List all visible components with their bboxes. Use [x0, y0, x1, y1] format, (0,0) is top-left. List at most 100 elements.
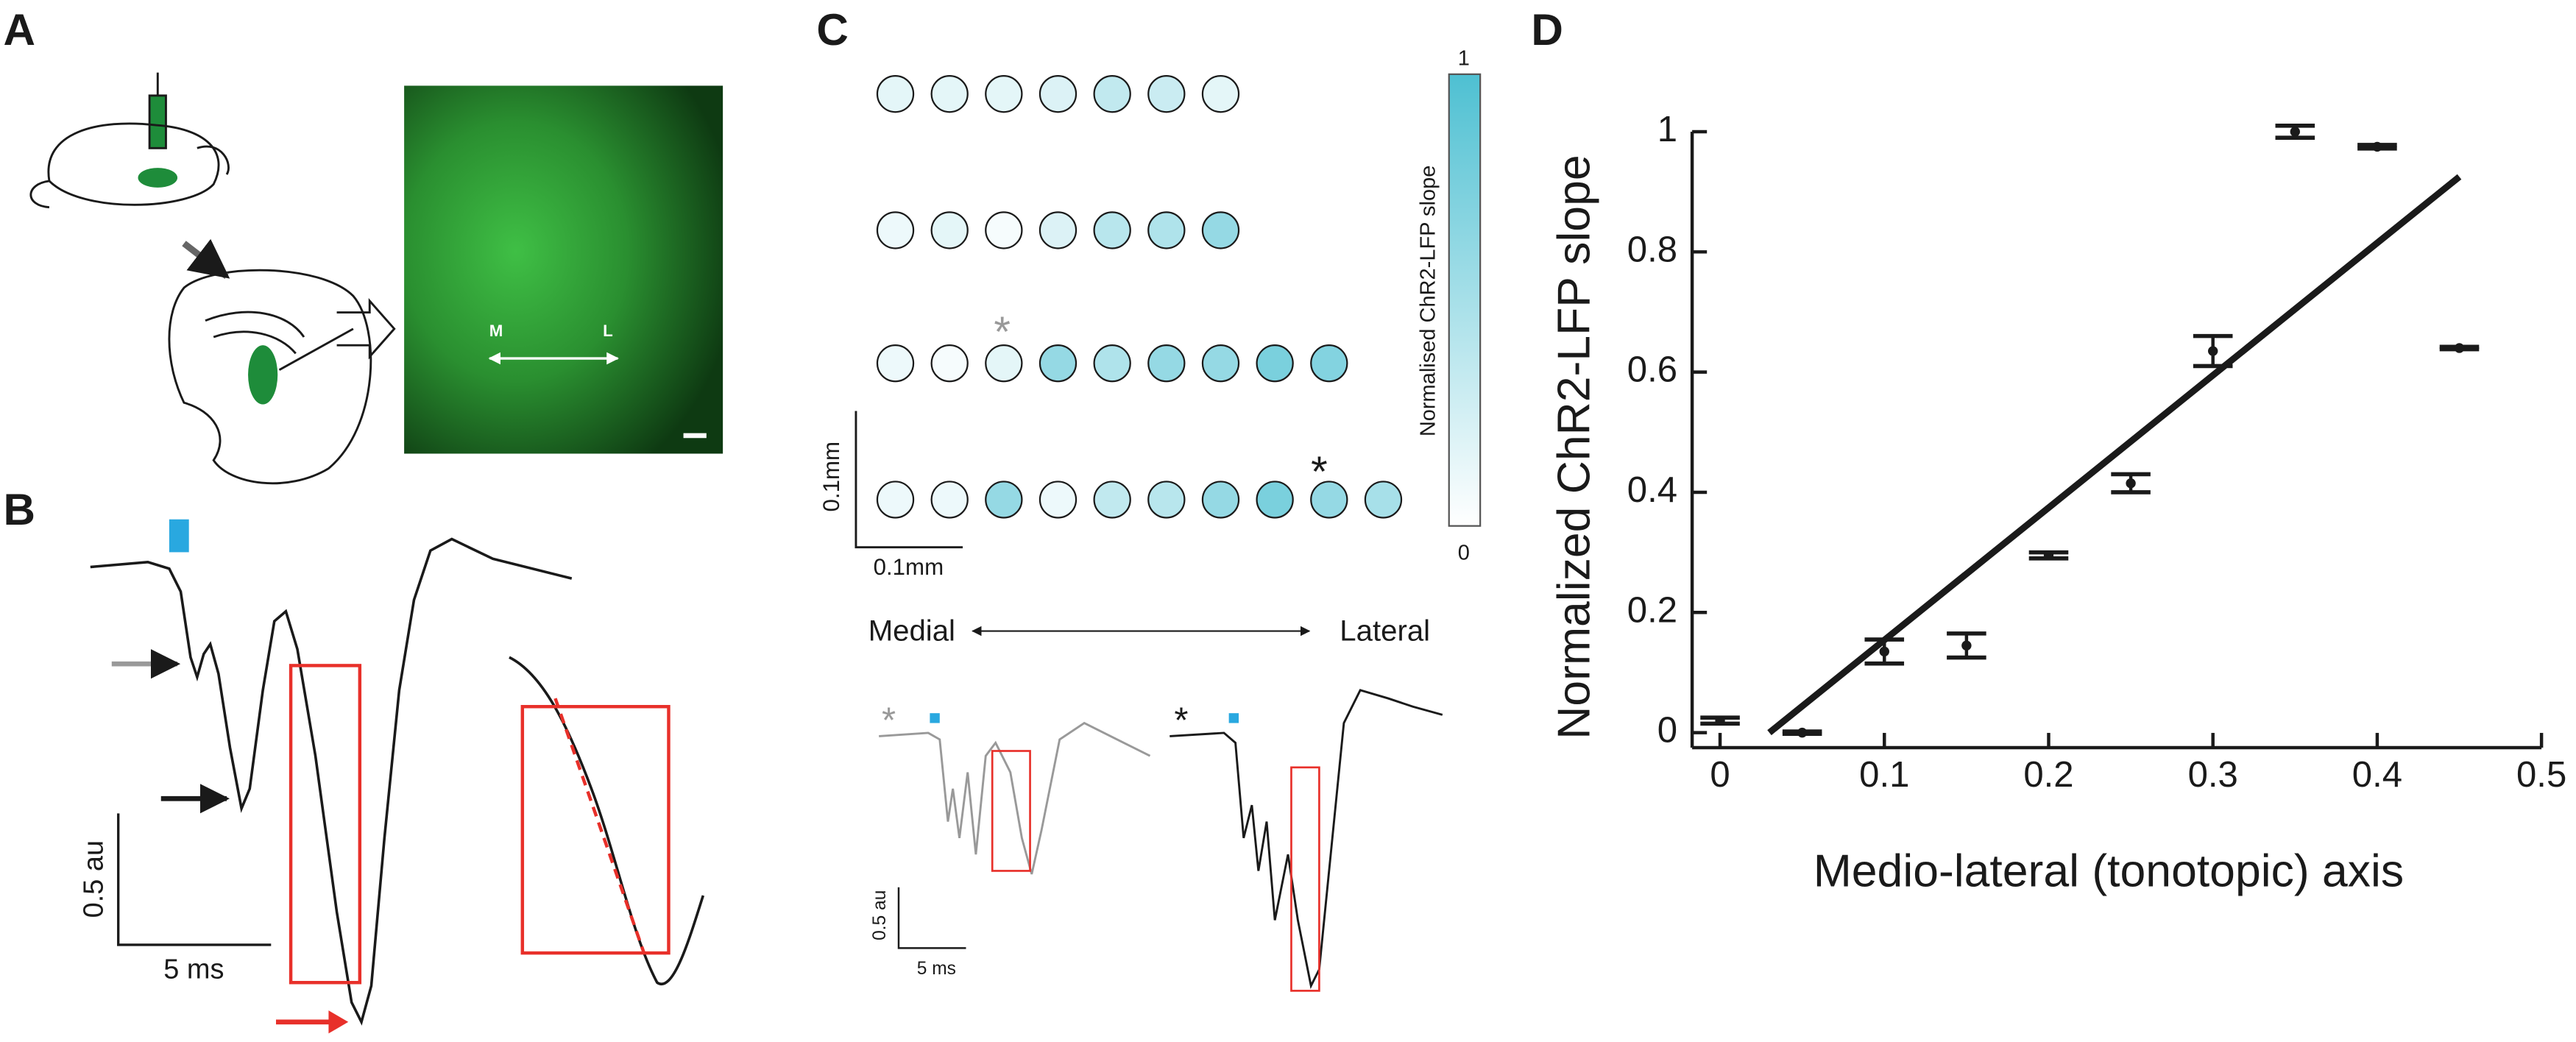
electrode	[876, 74, 915, 113]
trace	[879, 721, 1151, 875]
electrode	[1256, 481, 1294, 519]
marker: *	[882, 701, 896, 741]
electrode	[930, 344, 969, 383]
electrode	[1093, 74, 1131, 113]
x-axis-label: Medio-lateral (tonotopic) axis	[1814, 845, 2404, 896]
x-tick-label: 0.3	[2188, 755, 2238, 795]
scale-label: 5 ms	[163, 954, 224, 985]
x-tick-label: 0	[1710, 755, 1730, 795]
colorbar-tick: 0	[1458, 541, 1470, 564]
electrode-grid	[876, 74, 1403, 519]
marker: *	[1174, 701, 1188, 741]
scale-label: 0.5 au	[78, 840, 109, 918]
electrode	[1038, 211, 1078, 249]
electrode	[1147, 481, 1186, 519]
direction-label: Lateral	[1340, 614, 1430, 647]
scale-bar	[854, 411, 963, 549]
fluorescence-image	[404, 85, 723, 454]
electrode	[1310, 344, 1348, 383]
scale-label: 0.5 au	[870, 890, 890, 940]
direction-label: Medial	[868, 614, 955, 647]
x-tick-label: 0.2	[2023, 755, 2073, 795]
y-tick-label: 0	[1657, 711, 1677, 751]
fit-line	[1767, 174, 2462, 736]
marker: *	[994, 308, 1011, 356]
electrode	[1093, 211, 1131, 249]
electrode	[1201, 74, 1240, 113]
colorbar	[1448, 73, 1482, 527]
electrode	[985, 211, 1023, 249]
y-tick-label: 0.6	[1627, 350, 1677, 390]
electrode	[1038, 344, 1078, 383]
y-tick-label: 0.4	[1627, 470, 1677, 510]
electrode	[1310, 481, 1348, 519]
colorbar-tick: 1	[1458, 46, 1470, 70]
electrode	[1147, 74, 1186, 113]
scatter-plot: 0 0.2 0.4 0.6 0.8 1 0 0.1 0.2 0.3 0.4 0.5 Medio-late…	[1548, 110, 2566, 896]
electrode	[1201, 481, 1240, 519]
electrode	[876, 481, 915, 519]
trace	[90, 537, 573, 1026]
trace	[1170, 689, 1443, 990]
marker: *	[1311, 448, 1328, 496]
electrode	[1201, 211, 1240, 249]
data-point	[2372, 141, 2382, 152]
electrode	[930, 211, 969, 249]
x-tick-label: 0.1	[1859, 755, 1909, 795]
highlight-box	[289, 664, 362, 985]
electrode	[930, 74, 969, 113]
electrode	[930, 481, 969, 519]
arrow-head	[328, 1010, 349, 1034]
data-point	[2126, 478, 2136, 489]
electrode	[985, 344, 1023, 383]
electrode	[1093, 344, 1131, 383]
brain-sketch	[29, 72, 396, 485]
electrode	[1147, 344, 1186, 383]
stimulus	[169, 519, 189, 553]
slope-line	[553, 698, 646, 954]
data-point	[1715, 715, 1725, 726]
data-point	[2208, 346, 2218, 356]
highlight-box	[991, 750, 1031, 872]
scale-bar	[117, 813, 272, 946]
electrode	[1038, 481, 1078, 519]
image-label: M	[489, 322, 503, 340]
scale-label: 5 ms	[917, 959, 956, 979]
highlight-box	[1290, 766, 1320, 992]
electrode	[876, 344, 915, 383]
data-point	[2043, 550, 2054, 561]
electrode	[1093, 481, 1131, 519]
y-tick-label: 1	[1657, 110, 1677, 149]
image-label: L	[603, 322, 613, 340]
x-tick-label: 0.5	[2516, 755, 2566, 795]
y-tick-label: 0.8	[1627, 230, 1677, 269]
scale-bar	[897, 887, 966, 949]
electrode	[985, 74, 1023, 113]
data-point	[1961, 640, 1972, 651]
data-point	[2290, 127, 2300, 137]
electrode	[1147, 211, 1186, 249]
y-tick-label: 0.2	[1627, 590, 1677, 630]
y-axis-label: Normalized ChR2-LFP slope	[1548, 155, 1599, 739]
scale-label: 0.1mm	[818, 442, 844, 512]
panel-label: D	[1531, 4, 1563, 54]
electrode	[1201, 344, 1240, 383]
electrode	[1256, 344, 1294, 383]
panel-label: A	[3, 4, 35, 54]
stimulus	[1228, 713, 1239, 723]
x-tick-label: 0.4	[2352, 755, 2402, 795]
panel-label: B	[3, 484, 35, 534]
stimulus	[930, 713, 940, 723]
zoom-trace	[509, 656, 705, 985]
electrode	[1364, 481, 1403, 519]
highlight-box	[520, 705, 670, 955]
data-point	[1797, 727, 1808, 738]
electrode	[876, 211, 915, 249]
electrode	[985, 481, 1023, 519]
scale-label: 0.1mm	[874, 554, 944, 580]
data-point	[1879, 646, 1889, 657]
colorbar-label: Normalised ChR2-LFP slope	[1417, 166, 1440, 437]
arrow	[182, 238, 230, 279]
